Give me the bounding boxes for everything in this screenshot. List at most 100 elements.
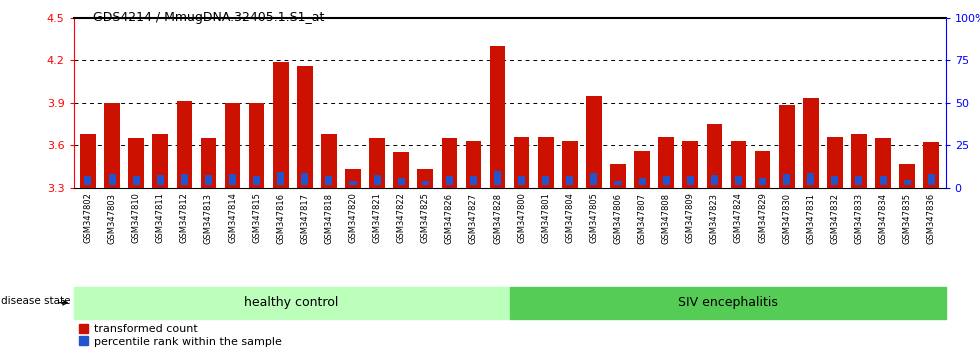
Bar bbox=[153, 134, 168, 188]
Bar bbox=[827, 137, 843, 188]
Text: GSM347818: GSM347818 bbox=[324, 193, 333, 244]
Text: GSM347826: GSM347826 bbox=[445, 193, 454, 244]
Text: GSM347827: GSM347827 bbox=[469, 193, 478, 244]
Bar bbox=[755, 151, 770, 188]
Bar bbox=[345, 169, 361, 188]
Text: GSM347820: GSM347820 bbox=[349, 193, 358, 244]
Bar bbox=[393, 152, 409, 188]
Bar bbox=[128, 138, 144, 188]
Bar bbox=[634, 151, 650, 188]
Text: GSM347810: GSM347810 bbox=[131, 193, 141, 244]
Text: healthy control: healthy control bbox=[244, 296, 339, 309]
Bar bbox=[779, 105, 795, 188]
Text: GSM347817: GSM347817 bbox=[300, 193, 310, 244]
Bar bbox=[808, 173, 814, 185]
Bar bbox=[760, 178, 766, 185]
Text: GSM347821: GSM347821 bbox=[372, 193, 381, 244]
Bar bbox=[74, 287, 510, 319]
Bar bbox=[321, 134, 337, 188]
Bar bbox=[566, 176, 573, 185]
Bar bbox=[201, 138, 217, 188]
Bar bbox=[538, 137, 554, 188]
Text: GSM347815: GSM347815 bbox=[252, 193, 261, 244]
Text: GSM347803: GSM347803 bbox=[108, 193, 117, 244]
Text: GSM347811: GSM347811 bbox=[156, 193, 165, 244]
Bar bbox=[542, 176, 549, 185]
Bar bbox=[875, 138, 891, 188]
Bar bbox=[562, 141, 577, 188]
Bar bbox=[84, 176, 91, 185]
Bar bbox=[470, 176, 477, 185]
Text: GSM347829: GSM347829 bbox=[759, 193, 767, 244]
Bar bbox=[735, 176, 742, 185]
Bar bbox=[442, 138, 458, 188]
Bar bbox=[80, 134, 96, 188]
Text: GSM347833: GSM347833 bbox=[855, 193, 863, 244]
Text: GSM347800: GSM347800 bbox=[517, 193, 526, 244]
Bar bbox=[104, 103, 120, 188]
Bar bbox=[373, 175, 380, 185]
Bar bbox=[514, 137, 529, 188]
Text: GSM347802: GSM347802 bbox=[83, 193, 92, 244]
Text: GSM347807: GSM347807 bbox=[638, 193, 647, 244]
Bar bbox=[856, 176, 862, 185]
Bar bbox=[586, 96, 602, 188]
Text: SIV encephalitis: SIV encephalitis bbox=[678, 296, 777, 309]
Bar bbox=[350, 181, 357, 185]
Text: GSM347835: GSM347835 bbox=[903, 193, 911, 244]
Text: GSM347832: GSM347832 bbox=[830, 193, 839, 244]
Bar bbox=[297, 66, 313, 188]
Bar bbox=[157, 175, 164, 185]
Bar bbox=[490, 46, 506, 188]
Text: GSM347825: GSM347825 bbox=[420, 193, 430, 244]
Bar bbox=[614, 181, 621, 185]
Text: GSM347823: GSM347823 bbox=[710, 193, 719, 244]
Text: GSM347828: GSM347828 bbox=[493, 193, 502, 244]
Bar bbox=[928, 174, 935, 185]
Bar bbox=[421, 181, 429, 185]
Bar bbox=[494, 171, 501, 185]
Bar bbox=[510, 287, 946, 319]
Bar bbox=[731, 141, 747, 188]
Bar bbox=[369, 138, 385, 188]
Bar bbox=[176, 101, 192, 188]
Bar bbox=[205, 175, 212, 185]
Text: GSM347806: GSM347806 bbox=[613, 193, 622, 244]
Text: GSM347808: GSM347808 bbox=[662, 193, 670, 244]
Text: GSM347812: GSM347812 bbox=[180, 193, 189, 244]
Bar bbox=[249, 103, 265, 188]
Bar bbox=[659, 137, 674, 188]
Text: GSM347830: GSM347830 bbox=[782, 193, 791, 244]
Bar bbox=[272, 62, 288, 188]
Text: GSM347816: GSM347816 bbox=[276, 193, 285, 244]
Text: GSM347805: GSM347805 bbox=[589, 193, 599, 244]
Text: GSM347834: GSM347834 bbox=[878, 193, 888, 244]
Text: GSM347801: GSM347801 bbox=[541, 193, 550, 244]
Bar bbox=[466, 141, 481, 188]
Text: GSM347813: GSM347813 bbox=[204, 193, 213, 244]
Bar bbox=[707, 124, 722, 188]
Bar bbox=[417, 169, 433, 188]
Text: GSM347824: GSM347824 bbox=[734, 193, 743, 244]
Bar bbox=[301, 173, 309, 185]
Bar bbox=[109, 174, 116, 185]
Legend: transformed count, percentile rank within the sample: transformed count, percentile rank withi… bbox=[79, 324, 281, 347]
Bar bbox=[277, 172, 284, 185]
Bar bbox=[611, 164, 626, 188]
Text: GSM347822: GSM347822 bbox=[397, 193, 406, 244]
Bar bbox=[682, 141, 698, 188]
Text: GSM347814: GSM347814 bbox=[228, 193, 237, 244]
Bar bbox=[900, 164, 915, 188]
Text: GSM347809: GSM347809 bbox=[686, 193, 695, 244]
Bar bbox=[253, 176, 260, 185]
Text: GDS4214 / MmugDNA.32405.1.S1_at: GDS4214 / MmugDNA.32405.1.S1_at bbox=[93, 11, 324, 24]
Bar bbox=[710, 175, 718, 185]
Bar bbox=[639, 178, 646, 185]
Bar bbox=[662, 176, 669, 185]
Bar bbox=[446, 176, 453, 185]
Text: GSM347831: GSM347831 bbox=[807, 193, 815, 244]
Bar bbox=[518, 176, 525, 185]
Bar bbox=[783, 174, 790, 185]
Bar bbox=[590, 173, 598, 185]
Bar bbox=[852, 134, 866, 188]
